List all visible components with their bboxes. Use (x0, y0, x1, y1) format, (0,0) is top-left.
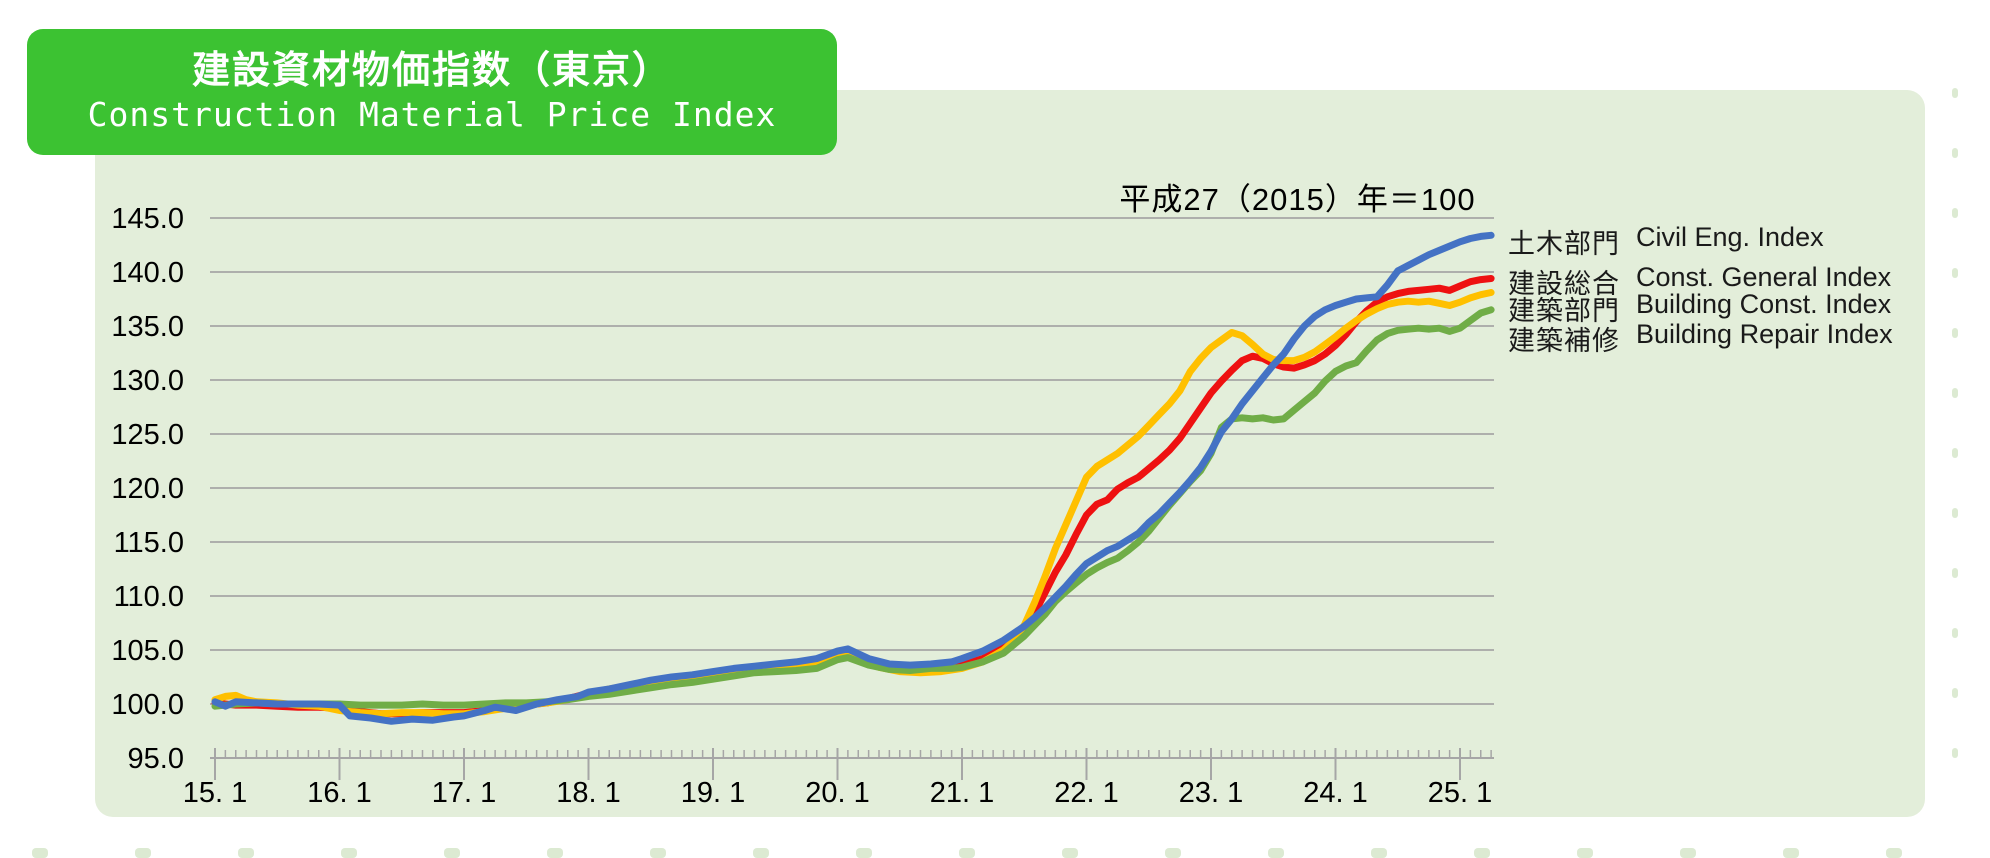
title-box: 建設資材物価指数（東京） Construction Material Price… (27, 29, 837, 155)
cropped-card-edge-dot (547, 848, 563, 858)
cropped-card-edge-dot (1680, 848, 1696, 858)
cropped-card-edge-dot (959, 848, 975, 858)
cropped-card-edge-dot (1062, 848, 1078, 858)
svg-text:135.0: 135.0 (111, 311, 184, 343)
svg-text:110.0: 110.0 (114, 581, 184, 613)
svg-text:100.0: 100.0 (111, 689, 184, 721)
cropped-card-edge-dot (1371, 848, 1387, 858)
cropped-card-edge-dot (341, 848, 357, 858)
cropped-card-edge-dot (856, 848, 872, 858)
legend-item-building-const: 建築部門 Building Const. Index (1508, 289, 1891, 328)
cropped-card-edge-dot (1952, 208, 1958, 218)
cropped-card-edge-dot (1952, 568, 1958, 578)
svg-text:120.0: 120.0 (111, 473, 184, 505)
svg-text:18. 1: 18. 1 (556, 777, 621, 809)
cropped-card-edge-dot (1783, 848, 1799, 858)
cropped-card-edge-dot (1952, 268, 1958, 278)
y-axis-labels: 145.0 140.0 135.0 130.0 125.0 120.0 115.0 110.0… (111, 203, 184, 775)
legend-label-jp: 土木部門 (1508, 229, 1620, 259)
legend-label-en: Building Repair Index (1636, 319, 1893, 349)
svg-text:140.0: 140.0 (111, 257, 184, 289)
base-year-note: 平成27（2015）年＝100 (1119, 182, 1476, 217)
svg-text:19. 1: 19. 1 (681, 777, 746, 809)
cropped-card-edge-dot (1474, 848, 1490, 858)
legend-label-jp: 建設総合 (1508, 269, 1620, 299)
x-axis (210, 748, 1494, 780)
legend-item-building-repair: 建築補修 Building Repair Index (1508, 319, 1893, 358)
cropped-card-edge-dot (238, 848, 254, 858)
cropped-card-edge-dot (1952, 688, 1958, 698)
cropped-card-edge-dot (1952, 748, 1958, 758)
cropped-card-edge-dot (444, 848, 460, 858)
cropped-card-edge-dot (650, 848, 666, 858)
cropped-card-edge-dot (1952, 508, 1958, 518)
gridlines (210, 217, 1494, 705)
legend-item-const-general: 建設総合 Const. General Index (1508, 262, 1891, 301)
cropped-card-edge-dot (1952, 448, 1958, 458)
svg-text:95.0: 95.0 (128, 743, 184, 775)
page-title-japanese: 建設資材物価指数（東京） (191, 49, 672, 92)
legend-label-en: Const. General Index (1636, 262, 1892, 292)
cropped-card-edge-dot (1886, 848, 1902, 858)
cropped-card-edge-dot (1952, 628, 1958, 638)
svg-text:115.0: 115.0 (114, 527, 184, 559)
svg-text:145.0: 145.0 (111, 203, 184, 235)
cropped-card-edge-dot (32, 848, 48, 858)
svg-text:22. 1: 22. 1 (1054, 777, 1119, 809)
legend-label-en: Building Const. Index (1636, 289, 1892, 319)
svg-text:25. 1: 25. 1 (1428, 777, 1493, 809)
cropped-card-edge-dot (753, 848, 769, 858)
svg-text:20. 1: 20. 1 (805, 777, 870, 809)
cropped-card-edge-dot (1577, 848, 1593, 858)
series-line-civil-eng (211, 231, 1495, 725)
svg-text:125.0: 125.0 (111, 419, 184, 451)
svg-text:17. 1: 17. 1 (432, 777, 497, 809)
x-axis-labels: 15. 1 16. 1 17. 1 18. 1 19. 1 20. 1 21. 1 22. 1… (183, 777, 1493, 809)
svg-text:130.0: 130.0 (111, 365, 184, 397)
legend-item-civil-eng: 土木部門 Civil Eng. Index (1508, 222, 1824, 261)
cropped-card-edge-dot (135, 848, 151, 858)
svg-text:15. 1: 15. 1 (183, 777, 248, 809)
cropped-card-edge-dot (1165, 848, 1181, 858)
cropped-card-edge-dot (1952, 148, 1958, 158)
svg-text:24. 1: 24. 1 (1303, 777, 1368, 809)
svg-text:105.0: 105.0 (111, 635, 184, 667)
cropped-card-edge-dot (1952, 88, 1958, 98)
cropped-card-edge-dot (1952, 388, 1958, 398)
page-title-english: Construction Material Price Index (87, 95, 777, 135)
series-line-building-repair (211, 306, 1495, 710)
legend-label-jp: 建築部門 (1508, 296, 1620, 326)
cropped-card-edge-dot (1952, 328, 1958, 338)
svg-text:23. 1: 23. 1 (1179, 777, 1244, 809)
cropped-card-edge-dot (1268, 848, 1284, 858)
legend-label-en: Civil Eng. Index (1636, 222, 1824, 252)
legend-label-jp: 建築補修 (1508, 326, 1620, 356)
chart-card (95, 90, 1925, 817)
svg-text:16. 1: 16. 1 (307, 777, 372, 809)
svg-text:21. 1: 21. 1 (930, 777, 995, 809)
